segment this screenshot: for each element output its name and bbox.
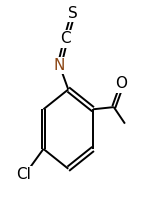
Text: Cl: Cl [16, 167, 31, 182]
Text: S: S [68, 6, 78, 21]
Text: N: N [54, 58, 65, 73]
Text: C: C [61, 31, 71, 46]
Text: O: O [115, 76, 127, 91]
